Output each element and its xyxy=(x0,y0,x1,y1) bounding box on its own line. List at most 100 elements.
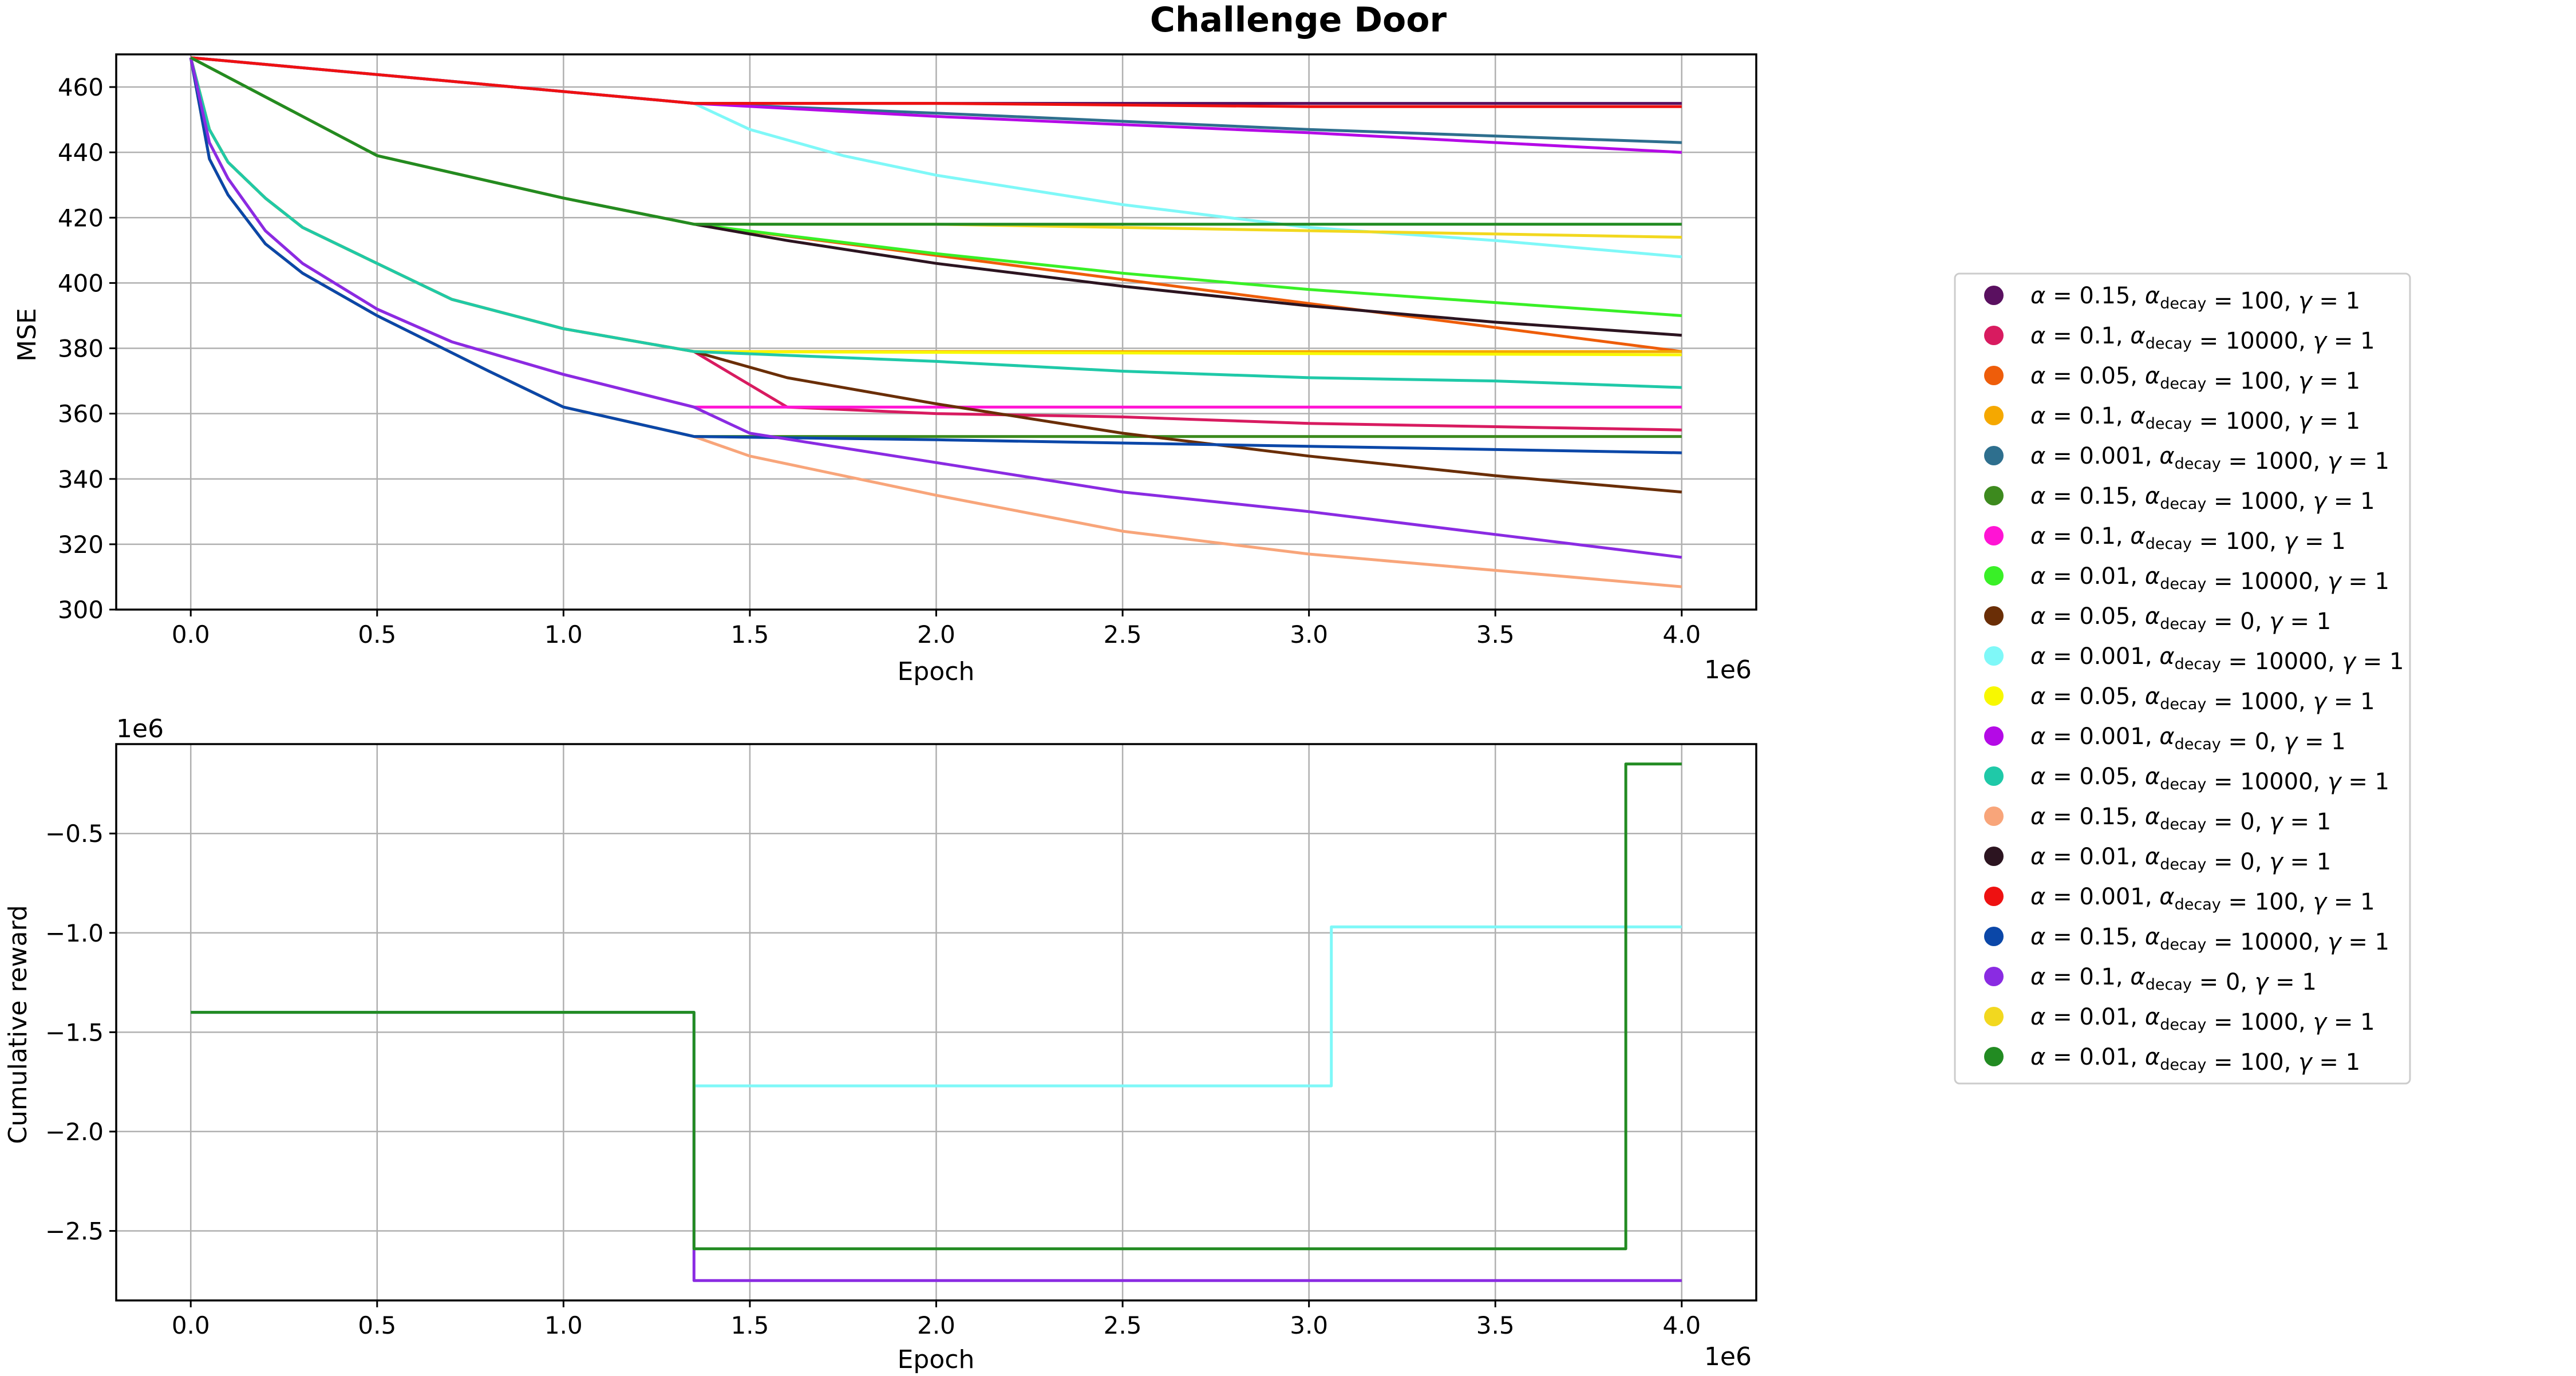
legend-label: α = 0.15, αdecay = 10000, γ = 1 xyxy=(2030,924,2389,955)
legend-marker xyxy=(1984,606,2004,626)
legend-item: α = 0.1, αdecay = 10000, γ = 1 xyxy=(1984,323,2375,354)
legend-item: α = 0.001, αdecay = 1000, γ = 1 xyxy=(1984,443,2389,475)
legend-marker xyxy=(1984,887,2004,906)
mse-series-line xyxy=(190,56,1682,108)
legend-marker xyxy=(1984,766,2004,786)
mse-x-tick-label: 1.0 xyxy=(544,620,583,649)
mse-y-tick-label: 360 xyxy=(58,400,104,428)
reward-x-tick-label: 1.5 xyxy=(731,1311,769,1339)
reward-series-line xyxy=(191,762,1682,1251)
legend-item: α = 0.01, αdecay = 1000, γ = 1 xyxy=(1984,1004,2375,1035)
reward-x-multiplier: 1e6 xyxy=(1704,1342,1752,1371)
mse-series-line xyxy=(190,56,1682,259)
legend-marker xyxy=(1984,526,2004,545)
mse-x-tick-label: 3.0 xyxy=(1290,620,1328,649)
legend-marker xyxy=(1984,726,2004,746)
mse-x-tick-label: 1.5 xyxy=(731,620,769,649)
legend-box xyxy=(1954,272,2411,1085)
legend-item: α = 0.01, αdecay = 10000, γ = 1 xyxy=(1984,563,2389,595)
reward-x-tick-label: 2.5 xyxy=(1104,1311,1142,1339)
mse-y-tick-label: 440 xyxy=(58,139,104,167)
legend-marker xyxy=(1984,286,2004,305)
legend-label: α = 0.01, αdecay = 100, γ = 1 xyxy=(2030,1044,2360,1076)
legend-marker xyxy=(1984,566,2004,586)
mse-series-line xyxy=(189,57,1682,559)
reward-y-label: Cumulative reward xyxy=(3,905,33,1144)
legend-marker xyxy=(1984,646,2004,666)
reward-y-tick-label: −2.5 xyxy=(45,1217,104,1245)
reward-y-tick-label: −0.5 xyxy=(45,820,104,848)
reward-y-tick-label: −2.0 xyxy=(45,1118,104,1146)
reward-y-multiplier: 1e6 xyxy=(116,714,164,744)
legend-label: α = 0.1, αdecay = 1000, γ = 1 xyxy=(2030,403,2360,434)
legend-label: α = 0.01, αdecay = 0, γ = 1 xyxy=(2030,844,2331,875)
legend-item: α = 0.05, αdecay = 0, γ = 1 xyxy=(1984,603,2331,635)
legend-marker xyxy=(1984,406,2004,425)
chart-title: Challenge Door xyxy=(1150,0,1447,40)
reward-plot: Epoch Cumulative reward 1e6 1e6 0.0 0.5 1.… xyxy=(3,714,1757,1374)
mse-x-tick-label: 0.5 xyxy=(358,620,396,649)
reward-y-tick-label: −1.0 xyxy=(45,919,104,947)
legend-label: α = 0.1, αdecay = 10000, γ = 1 xyxy=(2030,323,2375,354)
mse-series-group xyxy=(189,56,1682,588)
legend-marker xyxy=(1984,967,2004,986)
legend-item: α = 0.001, αdecay = 0, γ = 1 xyxy=(1984,723,2346,755)
legend-item: α = 0.15, αdecay = 100, γ = 1 xyxy=(1984,283,2360,314)
mse-x-multiplier: 1e6 xyxy=(1704,655,1752,685)
reward-y-tick-label: −1.5 xyxy=(45,1018,104,1046)
mse-y-tick-label: 400 xyxy=(58,269,104,297)
legend-item: α = 0.001, αdecay = 100, γ = 1 xyxy=(1984,884,2375,915)
legend-label: α = 0.001, αdecay = 100, γ = 1 xyxy=(2030,884,2375,915)
reward-x-tick-label: 1.0 xyxy=(544,1311,583,1339)
reward-x-tick-label: 2.0 xyxy=(917,1311,955,1339)
legend-label: α = 0.05, αdecay = 1000, γ = 1 xyxy=(2030,683,2375,715)
legend-label: α = 0.1, αdecay = 0, γ = 1 xyxy=(2030,964,2317,995)
legend: α = 0.15, αdecay = 100, γ = 1 α = 0.1, αd… xyxy=(1954,272,2411,1085)
legend-label: α = 0.01, αdecay = 10000, γ = 1 xyxy=(2030,563,2389,595)
mse-y-tick-label: 380 xyxy=(58,335,104,363)
legend-item: α = 0.01, αdecay = 100, γ = 1 xyxy=(1984,1044,2360,1076)
reward-x-tick-label: 0.0 xyxy=(172,1311,210,1339)
legend-label: α = 0.05, αdecay = 10000, γ = 1 xyxy=(2030,764,2389,795)
legend-item: α = 0.1, αdecay = 0, γ = 1 xyxy=(1984,964,2317,995)
mse-x-tick-label: 3.5 xyxy=(1476,620,1515,649)
legend-marker xyxy=(1984,686,2004,706)
mse-x-label: Epoch xyxy=(898,657,975,686)
legend-item: α = 0.05, αdecay = 1000, γ = 1 xyxy=(1984,683,2375,715)
mse-y-tick-label: 460 xyxy=(58,73,104,101)
mse-plot: Epoch MSE 1e6 0.0 0.5 1.0 1.5 2.0 2.5 3.0 3.5 4.… xyxy=(13,53,1757,686)
legend-label: α = 0.001, αdecay = 0, γ = 1 xyxy=(2030,723,2346,755)
mse-y-label: MSE xyxy=(13,308,42,362)
mse-series-line xyxy=(189,57,1682,389)
legend-item: α = 0.1, αdecay = 100, γ = 1 xyxy=(1984,523,2346,555)
mse-x-tick-label: 4.0 xyxy=(1662,620,1701,649)
legend-item: α = 0.15, αdecay = 1000, γ = 1 xyxy=(1984,483,2375,515)
legend-marker xyxy=(1984,366,2004,385)
legend-item: α = 0.01, αdecay = 0, γ = 1 xyxy=(1984,844,2331,875)
mse-y-tick-label: 320 xyxy=(58,531,104,559)
legend-item: α = 0.001, αdecay = 10000, γ = 1 xyxy=(1984,643,2404,675)
legend-label: α = 0.001, αdecay = 1000, γ = 1 xyxy=(2030,443,2389,475)
legend-marker xyxy=(1984,326,2004,345)
legend-label: α = 0.15, αdecay = 1000, γ = 1 xyxy=(2030,483,2375,515)
legend-marker xyxy=(1984,1047,2004,1066)
legend-marker xyxy=(1984,446,2004,465)
legend-item: α = 0.05, αdecay = 100, γ = 1 xyxy=(1984,363,2360,394)
legend-label: α = 0.05, αdecay = 100, γ = 1 xyxy=(2030,363,2360,394)
legend-label: α = 0.15, αdecay = 100, γ = 1 xyxy=(2030,283,2360,314)
legend-label: α = 0.15, αdecay = 0, γ = 1 xyxy=(2030,804,2331,835)
reward-x-tick-label: 0.5 xyxy=(358,1311,396,1339)
legend-marker xyxy=(1984,847,2004,866)
mse-series-line xyxy=(189,57,1682,454)
legend-item: α = 0.05, αdecay = 10000, γ = 1 xyxy=(1984,764,2389,795)
legend-item: α = 0.1, αdecay = 1000, γ = 1 xyxy=(1984,403,2360,434)
legend-label: α = 0.001, αdecay = 10000, γ = 1 xyxy=(2030,643,2404,675)
legend-label: α = 0.1, αdecay = 100, γ = 1 xyxy=(2030,523,2346,555)
legend-item: α = 0.15, αdecay = 0, γ = 1 xyxy=(1984,804,2331,835)
legend-label: α = 0.05, αdecay = 0, γ = 1 xyxy=(2030,603,2331,635)
legend-item: α = 0.15, αdecay = 10000, γ = 1 xyxy=(1984,924,2389,955)
legend-marker xyxy=(1984,1007,2004,1026)
legend-marker xyxy=(1984,806,2004,826)
reward-series-group xyxy=(191,762,1682,1282)
